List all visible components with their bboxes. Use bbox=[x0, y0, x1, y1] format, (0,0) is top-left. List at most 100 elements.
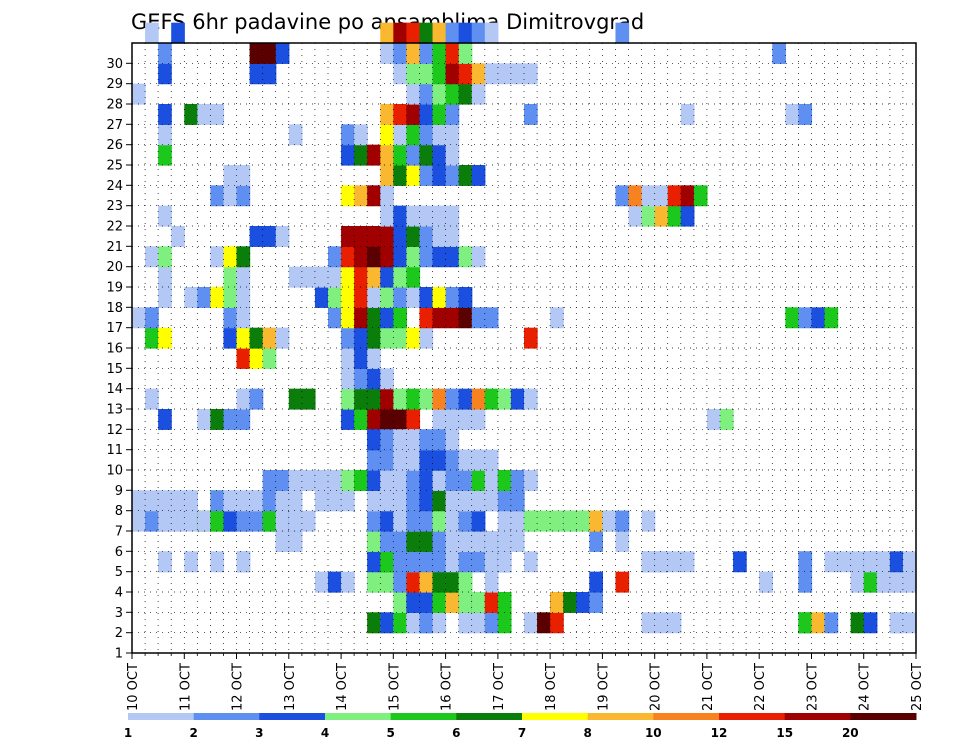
colorbar-label: 5 bbox=[387, 726, 395, 740]
heatmap-cell bbox=[380, 551, 394, 573]
heatmap-cell bbox=[341, 307, 355, 329]
y-tick-label: 1 bbox=[115, 647, 123, 662]
heatmap-cell bbox=[158, 266, 172, 288]
heatmap-cell bbox=[510, 63, 525, 85]
heatmap-cell bbox=[341, 124, 355, 146]
y-tick-label: 9 bbox=[115, 484, 123, 499]
heatmap-cell bbox=[393, 409, 407, 430]
heatmap-cell bbox=[236, 388, 251, 410]
heatmap-cell bbox=[236, 348, 251, 369]
heatmap-cell bbox=[393, 388, 407, 410]
colorbar: 1 2 3 4 5 6 7 8 10 12 15 20 bbox=[124, 713, 917, 740]
heatmap-cell bbox=[406, 510, 421, 532]
heatmap-cell bbox=[223, 327, 238, 349]
heatmap-cell bbox=[445, 307, 460, 329]
heatmap-cell bbox=[184, 490, 198, 512]
heatmap-cell bbox=[367, 287, 381, 308]
heatmap-cell bbox=[471, 531, 486, 552]
heatmap-cell bbox=[889, 612, 904, 634]
heatmap-cell bbox=[615, 22, 630, 44]
heatmap-cell bbox=[798, 104, 813, 125]
heatmap-cell bbox=[458, 531, 473, 552]
heatmap-cell bbox=[419, 470, 434, 491]
heatmap-cell bbox=[380, 144, 394, 166]
heatmap-cell bbox=[288, 531, 303, 552]
heatmap-cell bbox=[380, 104, 394, 125]
heatmap-cell bbox=[262, 226, 277, 247]
heatmap-cell bbox=[223, 287, 238, 308]
heatmap-cell bbox=[484, 449, 499, 471]
heatmap-cell bbox=[445, 104, 460, 125]
heatmap-cell bbox=[393, 266, 407, 288]
heatmap-cell bbox=[367, 185, 381, 207]
heatmap-cell bbox=[197, 104, 211, 125]
heatmap-cell bbox=[811, 612, 826, 634]
heatmap-cell bbox=[341, 490, 355, 512]
heatmap-cell bbox=[171, 510, 185, 532]
y-tick-label: 11 bbox=[106, 443, 123, 458]
heatmap-cell bbox=[471, 449, 486, 471]
heatmap-cell bbox=[458, 571, 473, 593]
heatmap-cell bbox=[393, 104, 407, 125]
heatmap-cell bbox=[380, 429, 394, 451]
heatmap-cell bbox=[419, 490, 434, 512]
heatmap-cell bbox=[145, 510, 159, 532]
heatmap-cell bbox=[863, 551, 878, 573]
heatmap-cell bbox=[314, 571, 329, 593]
x-tick-label: 21 OCT bbox=[701, 663, 716, 711]
heatmap-cell bbox=[328, 287, 342, 308]
heatmap-cell bbox=[380, 388, 394, 410]
heatmap-cell bbox=[197, 409, 211, 430]
heatmap-cell bbox=[406, 287, 421, 308]
heatmap-cell bbox=[380, 266, 394, 288]
heatmap-cell bbox=[445, 205, 460, 227]
heatmap-cell bbox=[380, 226, 394, 247]
heatmap-cell bbox=[367, 388, 381, 410]
heatmap-cell bbox=[445, 124, 460, 146]
x-tick-label: 22 OCT bbox=[753, 663, 768, 711]
heatmap-cell bbox=[445, 22, 460, 44]
heatmap-cell bbox=[393, 226, 407, 247]
heatmap-cell bbox=[458, 470, 473, 491]
heatmap-cell bbox=[288, 266, 303, 288]
y-tick-label: 12 bbox=[106, 423, 123, 438]
y-tick-label: 17 bbox=[106, 321, 123, 336]
heatmap-cell bbox=[628, 205, 643, 227]
heatmap-cell bbox=[184, 104, 198, 125]
heatmap-cell bbox=[406, 409, 421, 430]
colorbar-label: 4 bbox=[321, 726, 329, 740]
heatmap-cell bbox=[563, 592, 577, 613]
heatmap-cell bbox=[197, 287, 211, 308]
heatmap-cell bbox=[432, 165, 447, 186]
heatmap-cell bbox=[380, 246, 394, 268]
heatmap-cell bbox=[458, 449, 473, 471]
heatmap-cell bbox=[367, 571, 381, 593]
heatmap-cell bbox=[432, 22, 447, 44]
heatmap-cell bbox=[824, 612, 839, 634]
heatmap-cell bbox=[419, 226, 434, 247]
y-tick-label: 4 bbox=[115, 586, 123, 601]
x-tick-label: 24 OCT bbox=[858, 663, 873, 711]
heatmap-cell bbox=[432, 571, 447, 593]
heatmap-cells bbox=[132, 22, 917, 634]
heatmap-cell bbox=[445, 510, 460, 532]
heatmap-cell bbox=[236, 409, 251, 430]
heatmap-cell bbox=[210, 551, 225, 573]
heatmap-cell bbox=[367, 612, 381, 634]
heatmap-cell bbox=[210, 510, 225, 532]
heatmap-cell bbox=[354, 287, 368, 308]
heatmap-cell bbox=[680, 551, 695, 573]
heatmap-cell bbox=[680, 185, 695, 207]
heatmap-cell bbox=[406, 531, 421, 552]
heatmap-cell bbox=[419, 104, 434, 125]
heatmap-cell bbox=[236, 327, 251, 349]
heatmap-cell bbox=[262, 327, 277, 349]
heatmap-cell bbox=[432, 612, 447, 634]
heatmap-cell bbox=[406, 266, 421, 288]
heatmap-cell bbox=[236, 490, 251, 512]
heatmap-cell bbox=[641, 612, 656, 634]
heatmap-cell bbox=[367, 510, 381, 532]
heatmap-cell bbox=[445, 388, 460, 410]
heatmap-cell bbox=[314, 266, 329, 288]
heatmap-cell bbox=[380, 185, 394, 207]
